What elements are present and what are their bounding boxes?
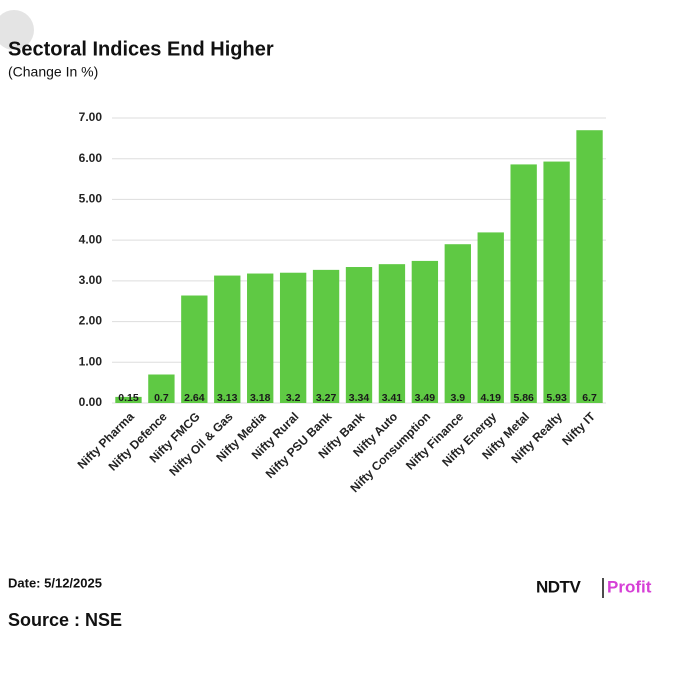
y-tick-label: 7.00 <box>79 110 103 124</box>
x-tick-label: Nifty IT <box>559 409 598 448</box>
data-label: 0.15 <box>118 392 139 404</box>
bar <box>510 164 537 403</box>
logo-profit: Profit <box>607 577 652 596</box>
source: Source : NSE <box>8 610 122 630</box>
bar <box>411 260 439 403</box>
bar <box>312 269 340 403</box>
data-label: 0.7 <box>154 392 169 404</box>
data-label: 3.27 <box>316 392 337 404</box>
data-label: 4.19 <box>481 392 502 404</box>
logo-ndtv: NDTV <box>536 577 581 596</box>
data-label: 3.2 <box>286 392 301 404</box>
y-tick-label: 2.00 <box>79 314 103 328</box>
bar <box>181 295 208 403</box>
date: Date: 5/12/2025 <box>8 575 102 590</box>
y-tick-label: 0.00 <box>79 395 103 409</box>
data-label: 3.9 <box>450 392 465 404</box>
bar <box>444 244 471 403</box>
data-label: 3.41 <box>382 392 403 404</box>
bar <box>543 161 570 403</box>
chart-subtitle: (Change In %) <box>8 64 98 80</box>
bar <box>345 267 373 403</box>
bar <box>247 273 274 403</box>
y-tick-label: 5.00 <box>79 192 103 206</box>
chart-title: Sectoral Indices End Higher <box>8 38 274 60</box>
data-label: 2.64 <box>184 392 205 404</box>
data-label: 3.18 <box>250 392 271 404</box>
bar <box>115 396 142 403</box>
decoration <box>0 10 34 50</box>
bar <box>214 275 241 403</box>
y-tick-label: 6.00 <box>79 151 103 165</box>
data-label: 3.49 <box>415 392 436 404</box>
bar <box>378 264 406 403</box>
bar <box>279 272 307 403</box>
bar <box>576 130 603 403</box>
bar <box>148 374 175 403</box>
data-label: 3.13 <box>217 392 238 404</box>
data-label: 3.34 <box>349 392 370 404</box>
bar <box>477 232 504 403</box>
y-tick-label: 1.00 <box>79 354 103 368</box>
y-tick-label: 4.00 <box>79 232 103 246</box>
data-label: 5.86 <box>513 392 534 404</box>
data-label: 6.7 <box>582 392 597 404</box>
y-tick-label: 3.00 <box>79 273 103 287</box>
data-label: 5.93 <box>546 392 567 404</box>
